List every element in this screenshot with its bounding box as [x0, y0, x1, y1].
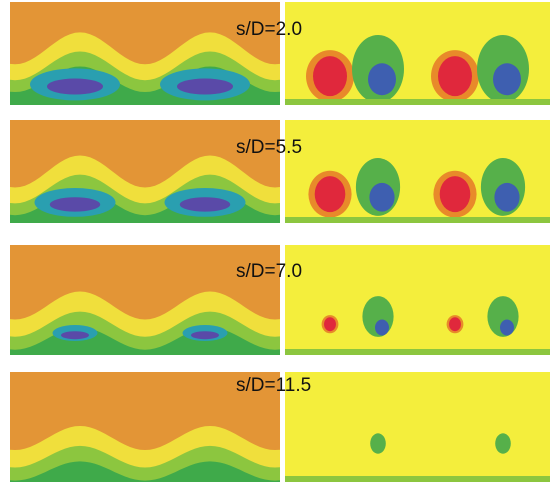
- wall-band: [285, 349, 550, 355]
- panel-row: s/D=11.5: [10, 372, 550, 482]
- vortex-core: [324, 317, 336, 331]
- right-panel: [285, 372, 550, 482]
- vortex-core: [368, 63, 396, 95]
- panel-label: s/D=11.5: [236, 375, 311, 396]
- panel-row: s/D=5.5: [10, 120, 550, 223]
- vortex-core: [180, 197, 230, 211]
- vortex-core: [493, 63, 521, 95]
- panel-row: s/D=2.0: [10, 2, 550, 105]
- vortex-core: [438, 56, 472, 96]
- panel-label: s/D=7.0: [236, 261, 302, 282]
- vortex-core: [500, 320, 514, 336]
- wall-band: [285, 217, 550, 223]
- vortex-core: [449, 317, 461, 331]
- vortex: [370, 433, 386, 453]
- vortex-core: [375, 320, 389, 336]
- vortex-core: [313, 56, 347, 96]
- figure: s/D=2.0 s/D=5.5 s/D=7.0 s/D=11.5: [0, 0, 550, 485]
- vortex-core: [494, 183, 519, 212]
- vortex-core: [315, 176, 346, 212]
- vortex-core: [61, 331, 89, 339]
- vortex-core: [50, 197, 100, 211]
- vortex-core: [47, 78, 103, 94]
- vortex-core: [191, 331, 219, 339]
- vortex-core: [177, 78, 233, 94]
- panel-label: s/D=5.5: [236, 137, 302, 158]
- panel-row: s/D=7.0: [10, 245, 550, 355]
- panel-label: s/D=2.0: [236, 19, 302, 40]
- vortex-core: [369, 183, 394, 212]
- wall-band: [285, 476, 550, 482]
- vortex: [495, 433, 511, 453]
- vortex-core: [440, 176, 471, 212]
- wall-band: [285, 99, 550, 105]
